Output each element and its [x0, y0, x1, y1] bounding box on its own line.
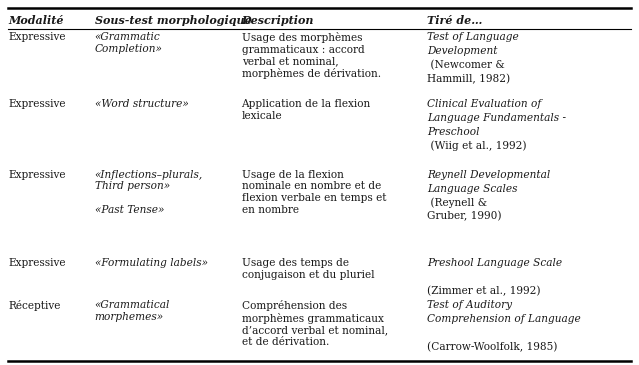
Text: «Formulating labels»: «Formulating labels» [95, 258, 208, 268]
Text: Sous-test morphologique: Sous-test morphologique [95, 15, 251, 26]
Text: Language Scales: Language Scales [427, 184, 518, 193]
Text: «Grammatical
morphemes»: «Grammatical morphemes» [95, 300, 170, 322]
Text: Test of Auditory: Test of Auditory [427, 300, 512, 310]
Text: «Inflections–plurals,
Third person»

«Past Tense»: «Inflections–plurals, Third person» «Pas… [95, 170, 203, 215]
Text: Language Fundamentals -: Language Fundamentals - [427, 113, 566, 123]
Text: Development: Development [427, 46, 497, 56]
Text: Preschool: Preschool [427, 127, 479, 137]
Text: Comprehension of Language: Comprehension of Language [427, 314, 581, 324]
Text: Réceptive: Réceptive [8, 300, 61, 311]
Text: Test of Language: Test of Language [427, 32, 519, 42]
Text: «Word structure»: «Word structure» [95, 99, 189, 109]
Text: Description: Description [242, 15, 314, 26]
Text: Expressive: Expressive [8, 99, 66, 109]
Text: Hammill, 1982): Hammill, 1982) [427, 74, 510, 84]
Text: «Grammatic
Completion»: «Grammatic Completion» [95, 32, 162, 54]
Text: Expressive: Expressive [8, 170, 66, 180]
Text: Clinical Evaluation of: Clinical Evaluation of [427, 99, 541, 109]
Text: (Reynell &: (Reynell & [427, 197, 487, 208]
Text: Expressive: Expressive [8, 32, 66, 42]
Text: Preshool Language Scale: Preshool Language Scale [427, 258, 562, 268]
Text: Gruber, 1990): Gruber, 1990) [427, 211, 502, 222]
Text: (Newcomer &: (Newcomer & [427, 60, 505, 70]
Text: (Carrow-Woolfolk, 1985): (Carrow-Woolfolk, 1985) [427, 342, 557, 352]
Text: Expressive: Expressive [8, 258, 66, 268]
Text: Usage des morphèmes
grammaticaux : accord
verbal et nominal,
morphèmes de dériva: Usage des morphèmes grammaticaux : accor… [242, 32, 381, 79]
Text: Application de la flexion
lexicale: Application de la flexion lexicale [242, 99, 371, 121]
Text: (Zimmer et al., 1992): (Zimmer et al., 1992) [427, 286, 541, 296]
Text: Usage de la flexion
nominale en nombre et de
flexion verbale en temps et
en nomb: Usage de la flexion nominale en nombre e… [242, 170, 386, 215]
Text: (Wiig et al., 1992): (Wiig et al., 1992) [427, 141, 527, 151]
Text: Modalité: Modalité [8, 15, 64, 26]
Text: Tiré de…: Tiré de… [427, 15, 482, 26]
Text: Compréhension des
morphèmes grammaticaux
d’accord verbal et nominal,
et de dériv: Compréhension des morphèmes grammaticaux… [242, 300, 388, 347]
Text: Usage des temps de
conjugaison et du pluriel: Usage des temps de conjugaison et du plu… [242, 258, 374, 280]
Text: Reynell Developmental: Reynell Developmental [427, 170, 550, 180]
